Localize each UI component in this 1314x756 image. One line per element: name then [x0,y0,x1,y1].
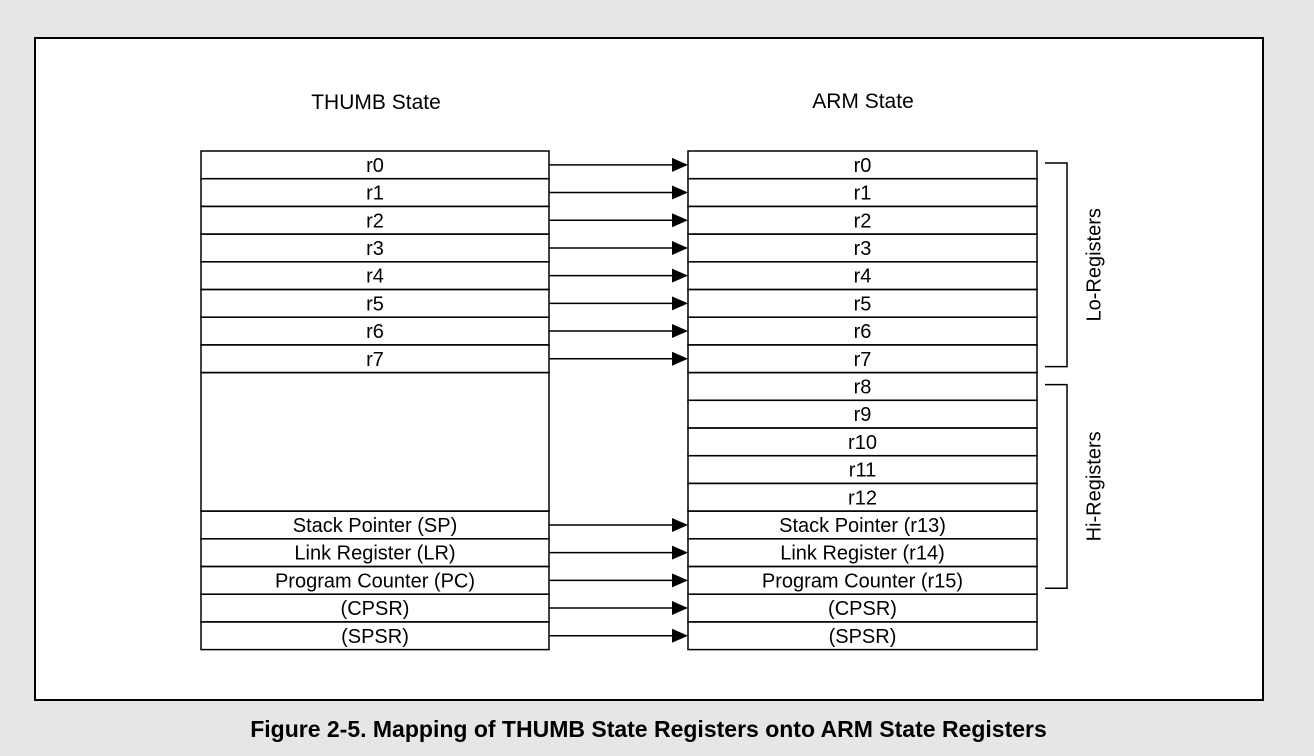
thumb-state-heading: THUMB State [311,91,441,114]
thumb-cell-label: (SPSR) [341,626,409,648]
arrowhead-icon [672,240,688,255]
arm-cell-label: r3 [854,238,872,260]
thumb-cell-label: r1 [366,183,384,205]
arm-cell-label: r11 [849,460,876,482]
hi-registers-label: Hi-Registers [1083,431,1105,541]
arm-cell-label: (SPSR) [829,626,897,648]
arm-cell-label: r8 [854,376,872,398]
arm-cell-label: r2 [854,210,872,232]
arrowhead-icon [672,185,688,200]
arm-register-column: r0 r1 r2 r3 r4 r5 r6 r7 r8 r9 r10 r11 r12 Stack Point… [687,150,1038,651]
arrowhead-icon [672,296,688,311]
arrowhead-icon [672,601,688,616]
thumb-cell-label: Stack Pointer (SP) [293,515,458,537]
arrowhead-icon [672,573,688,588]
arm-cell-label: r0 [854,155,872,177]
thumb-cell-label: r3 [366,238,384,260]
arm-cell-label: (CPSR) [828,598,897,620]
thumb-cell-label: Link Register (LR) [294,543,455,565]
hi-registers-bracket [1045,383,1068,589]
arm-cell-label: r5 [854,293,872,315]
thumb-cell-label: r6 [366,321,384,343]
thumb-cell-label: r0 [366,155,384,177]
arrowhead-icon [672,157,688,172]
arm-cell-label: r12 [848,487,877,509]
arm-cell-label: r10 [848,432,877,454]
arrowhead-icon [672,628,688,643]
thumb-cell-label: r7 [366,349,384,371]
register-group-brackets: Lo-Registers Hi-Registers [1045,162,1105,589]
arm-cell-label: Link Register (r14) [780,543,945,565]
thumb-cell-label: Program Counter (PC) [275,570,475,592]
thumb-cell-label: r2 [366,210,384,232]
register-mapping-diagram: THUMB State ARM State r0 r1 r2 r3 r4 r5 r6 r7 St… [200,90,1105,651]
arrowhead-icon [672,351,688,366]
arm-cell-label: r7 [854,349,872,371]
lo-registers-label: Lo-Registers [1083,208,1105,321]
thumb-cell-label: r5 [366,293,384,315]
arrowhead-icon [672,324,688,339]
thumb-register-column: r0 r1 r2 r3 r4 r5 r6 r7 Stack Pointer (SP) Link R… [200,150,550,651]
arm-cell-label: r1 [854,183,872,205]
arrowhead-icon [672,545,688,560]
arm-cell-label: r9 [854,404,872,426]
thumb-cell-label: r4 [366,266,384,288]
lo-registers-bracket [1045,162,1068,368]
arrowhead-icon [672,268,688,283]
figure-caption: Figure 2-5. Mapping of THUMB State Regis… [250,716,1047,742]
arrowhead-icon [672,517,688,532]
figure-frame: THUMB State ARM State r0 r1 r2 r3 r4 r5 r6 r7 St… [34,37,1264,701]
arm-cell-label: Program Counter (r15) [762,570,963,592]
arm-cell-label: Stack Pointer (r13) [779,515,946,537]
arm-cell-label: r4 [854,266,872,288]
arm-state-heading: ARM State [812,90,914,113]
arm-cell-label: r6 [854,321,872,343]
thumb-cell-label: (CPSR) [341,598,410,620]
thumb-cell-unmapped [200,371,550,512]
arrowhead-icon [672,213,688,228]
mapping-arrows [549,157,688,643]
